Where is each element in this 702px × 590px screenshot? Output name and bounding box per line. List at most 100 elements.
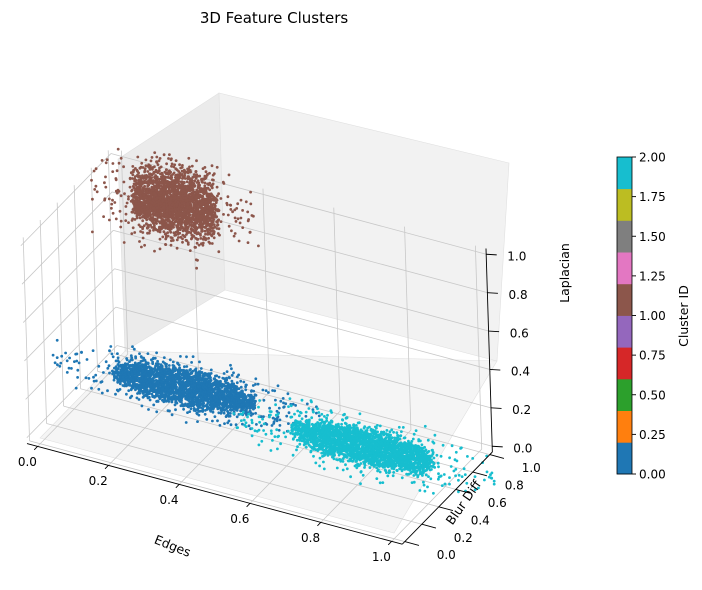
cluster-0-point: [162, 380, 166, 384]
cluster-0-point: [214, 392, 217, 396]
cluster-1-point: [190, 227, 193, 230]
cluster-0-point: [277, 428, 281, 432]
cluster-1-point: [150, 193, 154, 197]
cluster-1-point: [139, 204, 142, 207]
cluster-0-point: [168, 375, 172, 379]
cluster-0-point: [158, 377, 162, 381]
cluster-0-point: [214, 398, 218, 402]
cluster-0-point: [90, 386, 93, 390]
cluster-1-point: [208, 171, 211, 175]
cluster-0-point: [256, 382, 260, 386]
cluster-1-point: [130, 219, 134, 222]
cluster-1-point: [194, 177, 198, 180]
cluster-1-point: [199, 237, 203, 240]
cluster-0-point: [188, 401, 192, 405]
cluster-1-point: [178, 163, 182, 167]
cluster-0-point: [188, 378, 192, 382]
cluster-0-point: [219, 379, 222, 383]
cluster-1-point: [195, 241, 199, 245]
cluster-1-point: [207, 236, 211, 240]
cluster-0-point: [170, 399, 174, 402]
cluster-0-point: [249, 393, 253, 397]
cluster-0-point: [211, 410, 215, 414]
cluster-1-point: [187, 156, 191, 160]
cluster-0-point: [139, 355, 143, 358]
cluster-0-point: [165, 392, 169, 395]
cluster-0-point: [55, 356, 59, 359]
cluster-1-point: [202, 216, 206, 220]
cluster-0-point: [195, 389, 199, 392]
cluster-0-point: [76, 368, 80, 372]
cluster-1-point: [165, 176, 169, 179]
cluster-0-point: [160, 372, 164, 375]
cluster-0-point: [110, 352, 114, 356]
cluster-1-point: [210, 186, 214, 190]
cluster-0-point: [51, 353, 55, 357]
cluster-1-point: [208, 218, 212, 222]
cluster-0-point: [139, 379, 143, 383]
cluster-1-point: [148, 229, 152, 233]
cluster-1-point: [176, 223, 180, 227]
cluster-1-point: [202, 225, 206, 229]
cluster-1-point: [215, 185, 219, 189]
cluster-1-point: [143, 205, 147, 209]
cluster-0-point: [197, 404, 200, 407]
cluster-1-point: [162, 178, 165, 181]
cluster-1-point: [105, 158, 109, 162]
cluster-0-point: [163, 398, 167, 401]
cluster-0-point: [231, 408, 235, 411]
cluster-0-point: [222, 403, 226, 407]
cluster-1-point: [177, 170, 181, 173]
cluster-0-point: [134, 366, 138, 370]
cluster-0-point: [155, 372, 159, 375]
cluster-1-point: [167, 171, 171, 175]
cluster-0-point: [163, 388, 167, 392]
cluster-0-point: [137, 388, 141, 391]
cluster-0-point: [234, 390, 237, 394]
cluster-0-point: [304, 414, 308, 418]
cluster-0-point: [156, 359, 160, 363]
cluster-0-point: [146, 352, 150, 355]
cluster-0-point: [200, 392, 204, 395]
cluster-1-point: [192, 221, 196, 225]
cluster-0-point: [229, 423, 233, 427]
cluster-0-point: [114, 392, 117, 396]
cluster-1-point: [199, 218, 203, 221]
cluster-1-point: [203, 181, 207, 185]
cluster-0-point: [287, 411, 291, 415]
cluster-0-point: [191, 387, 195, 390]
cluster-1-point: [102, 215, 105, 219]
cluster-0-point: [178, 380, 182, 384]
cluster-1-point: [143, 243, 147, 247]
cluster-1-point: [196, 258, 199, 262]
cluster-0-point: [230, 367, 233, 371]
cluster-0-point: [201, 375, 205, 378]
cluster-1-point: [233, 216, 237, 220]
cluster-0-point: [286, 392, 290, 396]
cluster-0-point: [109, 345, 113, 348]
cluster-0-point: [278, 418, 282, 422]
cluster-0-point: [168, 381, 172, 385]
cluster-0-point: [270, 424, 274, 427]
cluster-0-point: [141, 359, 145, 363]
cluster-1-point: [172, 223, 176, 226]
cluster-0-point: [216, 407, 220, 411]
cluster-0-point: [164, 381, 168, 385]
grid-line-y: [46, 423, 422, 525]
cluster-1-point: [181, 217, 185, 220]
cluster-0-point: [155, 381, 159, 385]
cluster-0-point: [157, 365, 161, 369]
cluster-0-point: [80, 351, 83, 354]
cluster-0-point: [174, 383, 178, 387]
cluster-1-point: [153, 209, 157, 213]
cluster-0-point: [111, 355, 115, 359]
cluster-1-point: [150, 185, 154, 189]
cluster-0-point: [211, 387, 215, 391]
cluster-0-point: [178, 383, 181, 386]
cluster-0-point: [190, 361, 194, 364]
cluster-0-point: [144, 376, 148, 380]
cluster-0-point: [208, 389, 212, 393]
cluster-0-point: [209, 409, 213, 413]
grid-line-x: [120, 150, 129, 355]
cluster-0-point: [226, 397, 230, 401]
